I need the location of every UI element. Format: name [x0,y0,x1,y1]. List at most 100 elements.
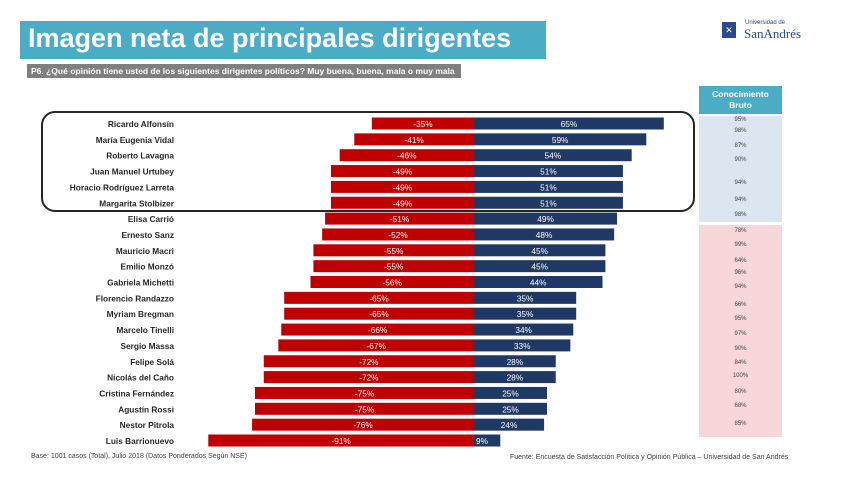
negative-value-label: -66% [368,325,388,335]
positive-value-label: 51% [540,167,557,177]
negative-value-label: -41% [404,135,424,145]
knowledge-value: 99% [734,242,747,248]
category-label: Ricardo Alfonsín [108,119,174,129]
positive-value-label: 51% [540,198,557,208]
negative-value-label: -46% [397,151,417,161]
bar-negative [255,402,474,415]
negative-value-label: -76% [353,420,373,430]
knowledge-value: 96% [734,270,747,276]
bar-negative [255,386,474,399]
bar-negative [310,276,474,288]
negative-value-label: -49% [393,182,413,192]
knowledge-panel-pink [699,225,782,437]
knowledge-value: 90% [734,157,747,163]
question-label: P6. ¿Qué opinión tiene usted de los sigu… [27,64,461,78]
positive-value-label: 28% [507,373,524,383]
negative-value-label: -55% [384,262,404,272]
knowledge-value: 68% [734,403,747,409]
category-label: Margarita Stolbizer [99,198,174,208]
knowledge-value: 94% [734,197,747,203]
negative-value-label: -75% [355,404,375,414]
negative-value-label: -65% [369,309,389,319]
knowledge-value: 84% [734,360,747,366]
bar-positive [474,323,574,336]
category-label: Elisa Carrió [128,214,174,224]
positive-value-label: 44% [530,278,547,288]
crest-icon: ✕ [722,22,736,38]
logo-line2: SanAndrés [744,26,802,41]
bar-negative [371,117,474,130]
negative-value-label: -72% [359,373,379,383]
logo-line1: Universidad de [745,20,786,26]
negative-value-label: -56% [383,278,403,288]
knowledge-value: 98% [734,212,747,218]
positive-value-label: 35% [517,309,534,319]
bar-positive [474,386,547,399]
bar-negative [325,212,474,225]
negative-value-label: -75% [355,388,375,398]
positive-value-label: 35% [517,293,534,303]
positive-value-label: 25% [502,388,519,398]
positive-value-label: 33% [514,341,531,351]
bar-negative [263,371,474,384]
bar-positive [474,402,547,415]
knowledge-value: 90% [734,346,747,352]
bar-negative [278,339,474,352]
category-label: Horacio Rodríguez Larreta [70,182,175,192]
knowledge-header: Conocimiento Bruto [699,86,782,114]
negative-value-label: -55% [384,246,404,256]
category-label: Agustín Rossi [118,404,174,414]
bar-positive [474,276,603,288]
category-label: Cristina Fernández [99,388,174,398]
bar-negative [263,355,474,368]
category-label: Ernesto Sanz [121,230,174,240]
bar-positive [474,355,556,368]
university-logo: ✕ Universidad de SanAndrés [722,20,822,44]
positive-value-label: 59% [552,135,569,145]
page-title: Imagen neta de principales dirigentes [28,23,512,53]
bar-negative [313,260,474,273]
bar-positive [474,339,571,352]
category-label: Felipe Solá [130,357,174,367]
negative-value-label: -52% [388,230,408,240]
category-label: Mauricio Macri [116,246,174,256]
category-label: Luis Barrionuevo [106,436,174,446]
knowledge-value: 94% [734,284,747,290]
positive-value-label: 45% [531,262,548,272]
knowledge-value: 64% [734,258,747,264]
positive-value-label: 24% [501,420,518,430]
category-label: Nestor Pitrola [120,420,175,430]
knowledge-value: 85% [734,421,747,427]
bar-positive [474,291,577,304]
positive-value-label: 48% [536,230,553,240]
bar-negative [208,434,474,447]
bar-negative [281,323,474,336]
bar-positive [474,371,556,384]
negative-value-label: -72% [359,357,379,367]
bar-positive [474,244,606,257]
knowledge-value: 98% [734,128,747,134]
category-label: Myriam Bregman [107,309,174,319]
bar-positive [474,180,623,193]
bar-negative [313,244,474,257]
bar-positive [474,212,618,225]
category-label: Juan Manuel Urtubey [90,167,174,177]
negative-value-label: -51% [390,214,410,224]
bar-positive [474,434,501,447]
bar-negative [330,165,474,178]
category-label: Sergio Massa [121,341,175,351]
knowledge-panel-blue [699,116,782,223]
category-label: Marcelo Tinelli [117,325,174,335]
knowledge-header-line1: Conocimiento [712,89,769,99]
positive-value-label: 65% [561,119,578,129]
bar-negative [284,307,474,320]
knowledge-value: 95% [734,117,747,123]
bar-negative [330,180,474,193]
positive-value-label: 28% [507,357,524,367]
knowledge-value: 66% [734,302,747,308]
bar-negative [354,133,474,146]
category-label: Gabriela Michetti [107,278,174,288]
positive-value-label: 49% [537,214,554,224]
bar-positive [474,149,632,162]
